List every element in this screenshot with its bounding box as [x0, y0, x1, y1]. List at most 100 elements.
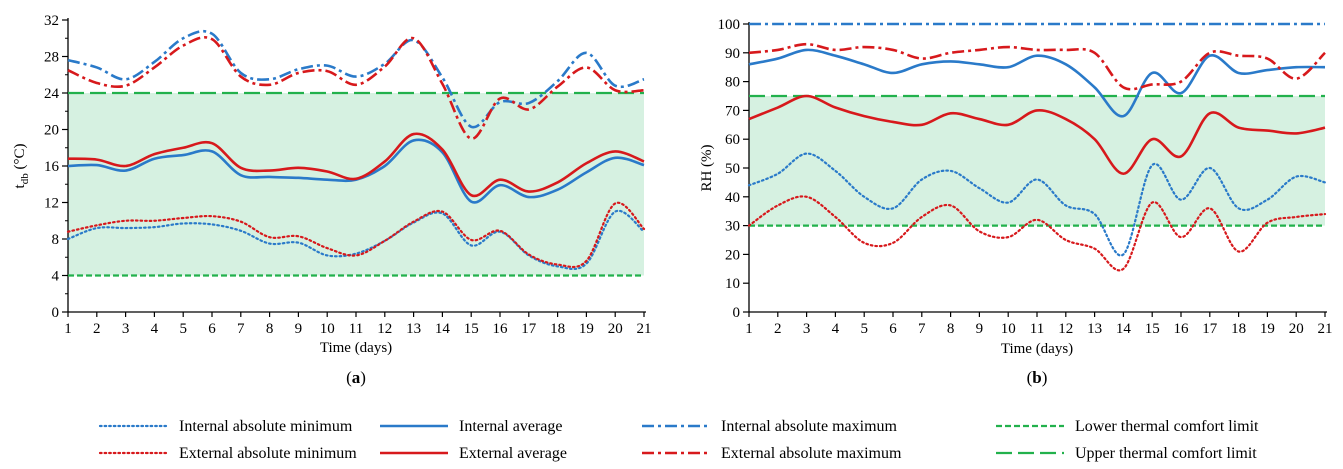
internal-absolute-minimum-line: [747, 152, 1327, 257]
legend-item: External absolute minimum: [98, 445, 357, 462]
x-tick-label: 3: [122, 321, 130, 337]
y-tick-label: 40: [725, 190, 740, 206]
y-tick-label: 20: [44, 123, 59, 139]
x-tick-label: 7: [918, 321, 926, 337]
x-axis-title: Time (days): [1001, 341, 1073, 357]
x-tick-label: 19: [579, 321, 594, 337]
panel-label: (a): [346, 368, 366, 387]
x-tick-label: 18: [550, 321, 565, 337]
x-tick-label: 17: [1202, 321, 1218, 337]
x-tick-label: 10: [1001, 321, 1016, 337]
y-tick-label: 80: [725, 75, 740, 91]
x-tick-label: 5: [860, 321, 868, 337]
y-tick-label: 20: [725, 247, 740, 263]
y-tick-label: 60: [725, 132, 740, 148]
x-tick-label: 13: [406, 321, 421, 337]
internal-average-line: [748, 48, 1326, 118]
x-tick-label: 21: [637, 321, 652, 337]
y-tick-label: 24: [44, 86, 60, 102]
x-tick-label: 6: [889, 321, 897, 337]
y-tick-label: 30: [725, 219, 740, 235]
legend-label: Lower thermal comfort limit: [1075, 418, 1259, 435]
external-average-line: [67, 132, 645, 198]
legend-item: Internal absolute maximum: [642, 418, 898, 435]
y-tick-label: 100: [718, 17, 741, 33]
legend-item: Internal absolute minimum: [98, 418, 353, 435]
x-tick-label: 16: [493, 321, 509, 337]
legend-item: External average: [380, 445, 567, 462]
x-tick-label: 8: [266, 321, 274, 337]
y-tick-label: 90: [725, 46, 740, 62]
x-tick-label: 20: [1289, 321, 1304, 337]
internal-absolute-minimum-line: [66, 209, 646, 271]
x-tick-label: 8: [947, 321, 955, 337]
external-absolute-minimum-line: [66, 201, 646, 269]
x-tick-label: 9: [976, 321, 984, 337]
x-tick-label: 2: [774, 321, 782, 337]
x-tick-label: 12: [377, 321, 392, 337]
y-tick-label: 0: [733, 305, 741, 321]
x-tick-label: 4: [151, 321, 159, 337]
x-tick-label: 2: [93, 321, 101, 337]
legend-label: External absolute maximum: [721, 445, 902, 462]
legend-label: Internal average: [459, 418, 562, 435]
external-absolute-maximum-line: [748, 42, 1326, 91]
internal-absolute-maximum-line: [67, 30, 645, 129]
x-tick-label: 9: [295, 321, 303, 337]
y-axis-title: RH (%): [699, 144, 715, 191]
y-tick-label: 70: [725, 103, 740, 119]
x-tick-label: 17: [521, 321, 537, 337]
external-absolute-maximum-line: [67, 36, 645, 140]
comfort-zone-band: [68, 93, 644, 276]
legend-label: Internal absolute maximum: [721, 418, 898, 435]
y-axis-title: tdb (°C): [12, 144, 31, 189]
y-tick-label: 8: [52, 232, 60, 248]
y-tick-label: 50: [725, 161, 740, 177]
x-tick-label: 18: [1231, 321, 1246, 337]
legend-item: Lower thermal comfort limit: [996, 418, 1259, 435]
x-tick-label: 12: [1058, 321, 1073, 337]
x-tick-label: 21: [1318, 321, 1333, 337]
x-tick-label: 6: [208, 321, 216, 337]
x-tick-label: 10: [320, 321, 335, 337]
x-tick-label: 15: [1145, 321, 1160, 337]
legend-label: External absolute minimum: [179, 445, 357, 462]
x-tick-label: 14: [435, 321, 451, 337]
y-tick-label: 16: [44, 159, 60, 175]
x-tick-label: 19: [1260, 321, 1275, 337]
x-tick-label: 7: [237, 321, 245, 337]
legend-item: External absolute maximum: [642, 445, 902, 462]
legend-item: Internal average: [380, 418, 562, 435]
legend: Internal absolute minimum Internal averag…: [98, 418, 1259, 462]
external-average-line: [748, 94, 1326, 176]
x-tick-label: 16: [1174, 321, 1190, 337]
x-tick-label: 1: [64, 321, 72, 337]
x-tick-label: 5: [179, 321, 187, 337]
comfort-zone-band: [749, 96, 1325, 226]
x-tick-label: 1: [745, 321, 753, 337]
y-tick-label: 4: [52, 269, 60, 285]
y-tick-label: 0: [52, 305, 60, 321]
legend-label: External average: [459, 445, 567, 462]
x-axis-title: Time (days): [320, 340, 392, 356]
external-absolute-minimum-line: [747, 195, 1327, 272]
y-tick-label: 12: [44, 196, 59, 212]
legend-label: Upper thermal comfort limit: [1075, 445, 1257, 462]
y-tick-label: 32: [44, 13, 59, 29]
legend-item: Upper thermal comfort limit: [996, 445, 1257, 462]
legend-label: Internal absolute minimum: [179, 418, 353, 435]
x-tick-label: 11: [349, 321, 363, 337]
x-tick-label: 15: [464, 321, 479, 337]
y-tick-label: 28: [44, 50, 59, 66]
x-tick-label: 13: [1087, 321, 1102, 337]
x-tick-label: 4: [832, 321, 840, 337]
x-tick-label: 11: [1030, 321, 1044, 337]
y-tick-label: 10: [725, 276, 740, 292]
x-tick-label: 14: [1116, 321, 1132, 337]
panel-label: (b): [1027, 368, 1048, 387]
